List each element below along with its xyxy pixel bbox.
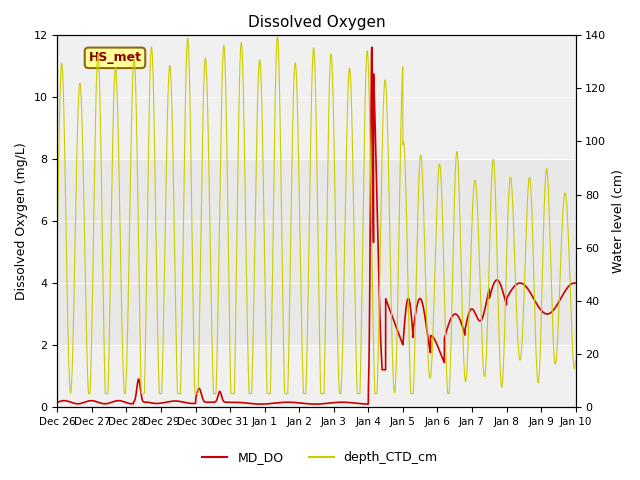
Y-axis label: Water level (cm): Water level (cm): [612, 169, 625, 273]
Bar: [58, 159, 575, 345]
Legend: MD_DO, depth_CTD_cm: MD_DO, depth_CTD_cm: [197, 446, 443, 469]
Title: Dissolved Oxygen: Dissolved Oxygen: [248, 15, 385, 30]
Text: HS_met: HS_met: [88, 51, 141, 64]
Y-axis label: Dissolved Oxygen (mg/L): Dissolved Oxygen (mg/L): [15, 142, 28, 300]
